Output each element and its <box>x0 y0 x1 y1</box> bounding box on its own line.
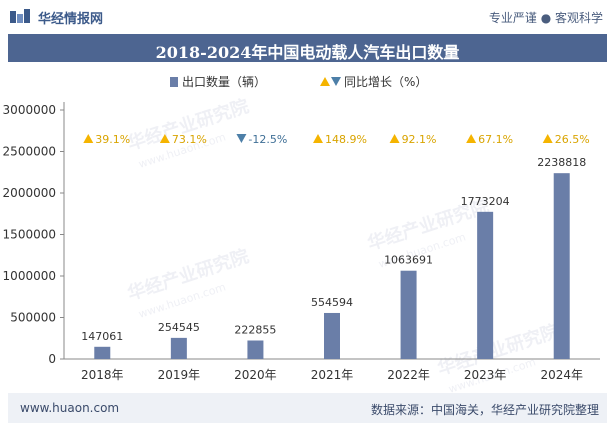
growth-down-triangle-icon <box>236 134 247 143</box>
x-tick-label: 2020年 <box>234 368 277 382</box>
y-tick-label: 0 <box>48 352 56 366</box>
y-tick-label: 2500000 <box>3 145 56 159</box>
brand-name: 华经情报网 <box>38 12 104 27</box>
bar-export <box>553 173 570 359</box>
y-tick-label: 1000000 <box>3 269 56 283</box>
growth-up-triangle-icon <box>83 134 94 143</box>
legend-label-growth: 同比增长（%） <box>344 75 428 89</box>
growth-value-label: -12.5% <box>248 133 287 146</box>
legend-up-triangle-icon <box>320 77 330 86</box>
growth-up-triangle-icon <box>542 134 553 143</box>
x-tick-label: 2018年 <box>81 368 124 382</box>
bar-export <box>477 211 494 359</box>
growth-up-triangle-icon <box>389 134 400 143</box>
bar-value-label: 2238818 <box>537 156 586 169</box>
y-tick-label: 1500000 <box>3 228 56 242</box>
x-tick-label: 2024年 <box>540 368 583 382</box>
brand-slogan: 专业严谨 ● 客观科学 <box>488 11 603 25</box>
footer-bar: www.huaon.com 数据来源：中国海关，华经产业研究院整理 <box>8 393 607 423</box>
bar-value-label: 147061 <box>81 330 123 343</box>
title-bar: 2018-2024年中国电动载人汽车出口数量 <box>8 34 607 62</box>
bar-value-label: 1773204 <box>461 195 510 208</box>
growth-value-label: 73.1% <box>172 133 207 146</box>
top-bar: 华经情报网 专业严谨 ● 客观科学 <box>0 0 615 34</box>
bar-value-label: 254545 <box>158 321 200 334</box>
bar-export <box>247 340 264 359</box>
bar-export <box>324 312 340 359</box>
y-tick-label: 500000 <box>10 311 56 325</box>
chart-title: 2018-2024年中国电动载人汽车出口数量 <box>155 43 460 62</box>
growth-up-triangle-icon <box>313 134 323 143</box>
bar-export <box>170 337 187 359</box>
footer-source: 数据来源：中国海关，华经产业研究院整理 <box>370 403 599 417</box>
growth-value-label: 92.1% <box>402 133 437 146</box>
growth-value-label: 26.5% <box>555 133 590 146</box>
bar-export <box>94 346 111 359</box>
x-tick-label: 2019年 <box>158 368 201 382</box>
bar-value-label: 222855 <box>234 324 276 337</box>
footer-site: www.huaon.com <box>20 401 120 415</box>
brand-logo-icon <box>10 9 30 23</box>
growth-up-triangle-icon <box>466 134 477 143</box>
legend-swatch-bar <box>170 77 178 87</box>
bar-export <box>400 270 417 359</box>
legend-down-triangle-icon <box>331 77 341 86</box>
legend-item-growth: 同比增长（%） <box>320 73 427 90</box>
y-tick-label: 2000000 <box>3 186 56 200</box>
growth-value-label: 39.1% <box>95 133 130 146</box>
bar-value-label: 554594 <box>311 296 353 309</box>
bar-value-label: 1063691 <box>384 254 433 267</box>
x-tick-label: 2022年 <box>387 368 430 382</box>
legend-label-export: 出口数量（辆） <box>182 75 267 89</box>
growth-up-triangle-icon <box>159 134 170 143</box>
growth-value-label: 148.9% <box>325 133 367 146</box>
x-tick-label: 2021年 <box>311 368 354 382</box>
x-tick-label: 2023年 <box>464 368 507 382</box>
y-tick-label: 3000000 <box>3 103 56 117</box>
growth-value-label: 67.1% <box>478 133 513 146</box>
legend-item-export: 出口数量（辆） <box>170 73 266 90</box>
